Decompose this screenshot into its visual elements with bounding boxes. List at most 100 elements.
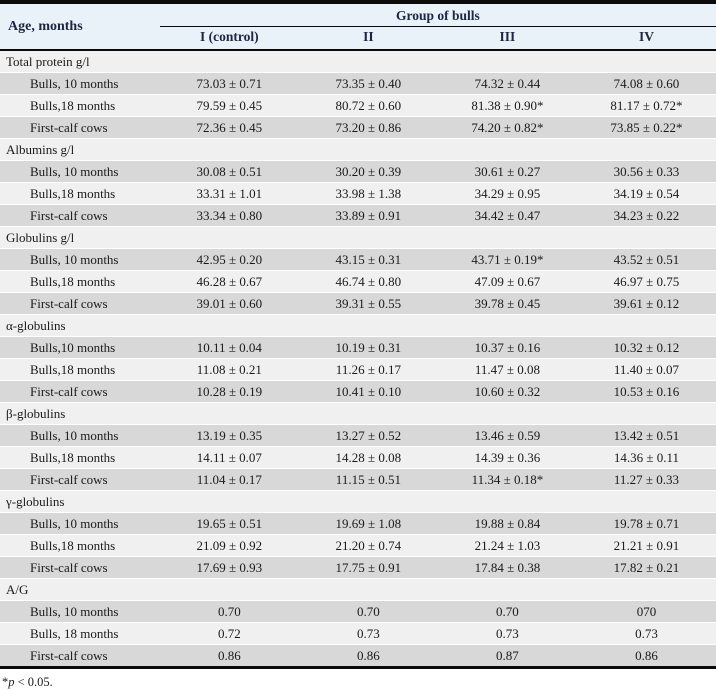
cell-value: 73.03 ± 0.71 [196, 75, 263, 91]
cell-value: 0.72 [217, 625, 241, 641]
cell-value: 0.73 [496, 625, 519, 641]
cell-value: 33.34 ± 0.80 [196, 207, 263, 223]
cell-value: 11.04 ± 0.17 [196, 471, 262, 487]
table-row: First-calf cows 11.04 ± 0.17 11.15 ± 0.51 1… [0, 468, 716, 491]
cell-value: 17.75 ± 0.91 [335, 559, 402, 575]
row-label: Bulls, 10 months [30, 427, 119, 443]
footnote-threshold: < 0.05. [14, 675, 53, 689]
cell-value: 13.27 ± 0.52 [335, 427, 402, 443]
cell-value: 39.01 ± 0.60 [196, 295, 263, 311]
cell-value: 72.36 ± 0.45 [196, 119, 263, 135]
cell-value: 10.53 ± 0.16 [613, 383, 680, 399]
cell-value: 30.08 ± 0.51 [196, 163, 263, 179]
cell-value: 74.20 ± 0.82* [471, 119, 544, 135]
cell-value: 13.19 ± 0.35 [196, 427, 263, 443]
age-months-header: Age, months [0, 2, 160, 50]
row-label: Bulls, 10 months [30, 515, 119, 531]
table-body: Total protein g/l Bulls, 10 months 73.03 ±… [0, 50, 716, 668]
cell-value: 14.36 ± 0.11 [613, 449, 680, 465]
cell-value: 33.89 ± 0.91 [335, 207, 402, 223]
cell-value: 14.28 ± 0.08 [335, 449, 402, 465]
table-row: First-calf cows 33.34 ± 0.80 33.89 ± 0.91 3… [0, 204, 716, 227]
cell-value: 34.29 ± 0.95 [474, 185, 541, 201]
row-label: First-calf cows [30, 383, 108, 399]
cell-value: 39.31 ± 0.55 [335, 295, 402, 311]
cell-value: 39.61 ± 0.12 [613, 295, 680, 311]
section-title: Globulins g/l [6, 229, 75, 245]
footnote: *p < 0.05. [0, 669, 716, 690]
section-title: Albumins g/l [6, 141, 75, 157]
row-label: Bulls,10 months [30, 339, 116, 355]
table-row: Bulls,18 months 46.28 ± 0.67 46.74 ± 0.80 4… [0, 270, 716, 293]
cell-value: 10.19 ± 0.31 [335, 339, 402, 355]
cell-value: 34.42 ± 0.47 [474, 207, 541, 223]
cell-value: 30.56 ± 0.33 [613, 163, 680, 179]
cell-value: 13.46 ± 0.59 [474, 427, 541, 443]
table-row: Bulls, 10 months 0.70 0.70 0.70 070 [0, 600, 716, 623]
cell-value: 11.15 ± 0.51 [335, 471, 401, 487]
cell-value: 11.34 ± 0.18* [471, 471, 544, 487]
table-row: Bulls,18 months 11.08 ± 0.21 11.26 ± 0.17 1… [0, 358, 716, 381]
cell-value: 11.27 ± 0.33 [613, 471, 680, 487]
row-label: Bulls,18 months [30, 97, 116, 113]
cell-value: 39.78 ± 0.45 [474, 295, 541, 311]
table-row: Bulls,18 months 21.09 ± 0.92 21.20 ± 0.74 2… [0, 534, 716, 557]
cell-value: 10.41 ± 0.10 [335, 383, 402, 399]
table-row: Bulls, 18 months 0.72 0.73 0.73 0.73 [0, 622, 716, 645]
table-row: Bulls,18 months 79.59 ± 0.45 80.72 ± 0.60 8… [0, 94, 716, 117]
section-header-row: Total protein g/l [0, 50, 716, 73]
cell-value: 19.65 ± 0.51 [196, 515, 263, 531]
row-label: Bulls, 10 months [30, 603, 119, 619]
cell-value: 33.98 ± 1.38 [335, 185, 402, 201]
table-row: Bulls,18 months 33.31 ± 1.01 33.98 ± 1.38 3… [0, 182, 716, 205]
cell-value: 0.70 [217, 603, 241, 619]
section-header-row: Globulins g/l [0, 226, 716, 249]
cell-value: 46.74 ± 0.80 [335, 273, 402, 289]
cell-value: 46.28 ± 0.67 [196, 273, 263, 289]
row-label: First-calf cows [30, 559, 108, 575]
cell-value: 21.21 ± 0.91 [613, 537, 680, 553]
cell-value: 19.69 ± 1.08 [335, 515, 402, 531]
row-label: Bulls,18 months [30, 449, 116, 465]
bulls-blood-protein-table: Age, months Group of bulls I (control) I… [0, 0, 716, 669]
cell-value: 42.95 ± 0.20 [196, 251, 263, 267]
cell-value: 21.20 ± 0.74 [335, 537, 402, 553]
cell-value: 43.71 ± 0.19* [471, 251, 544, 267]
table-row: Bulls, 10 months 13.19 ± 0.35 13.27 ± 0.52… [0, 424, 716, 447]
cell-value: 73.20 ± 0.86 [335, 119, 402, 135]
section-title: γ-globulins [6, 493, 65, 509]
cell-value: 21.24 ± 1.03 [474, 537, 541, 553]
cell-value: 17.69 ± 0.93 [196, 559, 263, 575]
cell-value: 79.59 ± 0.45 [196, 97, 263, 113]
row-label: Bulls,18 months [30, 185, 116, 201]
cell-value: 11.47 ± 0.08 [474, 361, 540, 377]
row-label: Bulls, 10 months [30, 163, 119, 179]
cell-value: 80.72 ± 0.60 [335, 97, 402, 113]
row-label: Bulls, 18 months [30, 625, 119, 641]
table-row: Bulls, 10 months 73.03 ± 0.71 73.35 ± 0.40… [0, 72, 716, 95]
row-label: Bulls, 10 months [30, 75, 119, 91]
section-title: α-globulins [6, 317, 66, 333]
table-row: First-calf cows 39.01 ± 0.60 39.31 ± 0.55 3… [0, 292, 716, 315]
cell-value: 14.39 ± 0.36 [474, 449, 541, 465]
cell-value: 17.84 ± 0.38 [474, 559, 541, 575]
cell-value: 070 [636, 603, 657, 619]
group-header-row: Age, months Group of bulls [0, 2, 716, 50]
cell-value: 0.86 [635, 647, 658, 663]
column-header-iii: III [437, 26, 577, 50]
row-label: Bulls,18 months [30, 273, 116, 289]
column-header-row: I (control) II III IV [0, 26, 716, 50]
table-row: Bulls, 10 months 19.65 ± 0.51 19.69 ± 1.08… [0, 512, 716, 535]
cell-value: 0.73 [357, 625, 380, 641]
table-row: First-calf cows 17.69 ± 0.93 17.75 ± 0.91 1… [0, 556, 716, 579]
section-header-row: γ-globulins [0, 490, 716, 513]
table-row: Bulls,10 months 10.11 ± 0.04 10.19 ± 0.31 1… [0, 336, 716, 359]
row-label: Bulls,18 months [30, 361, 116, 377]
cell-value: 0.70 [496, 603, 519, 619]
table-row: Bulls, 10 months 30.08 ± 0.51 30.20 ± 0.39… [0, 160, 716, 183]
cell-value: 43.52 ± 0.51 [613, 251, 680, 267]
row-label: First-calf cows [30, 647, 108, 663]
section-header-row: α-globulins [0, 314, 716, 337]
cell-value: 10.28 ± 0.19 [196, 383, 263, 399]
section-header-row: β-globulins [0, 402, 716, 425]
